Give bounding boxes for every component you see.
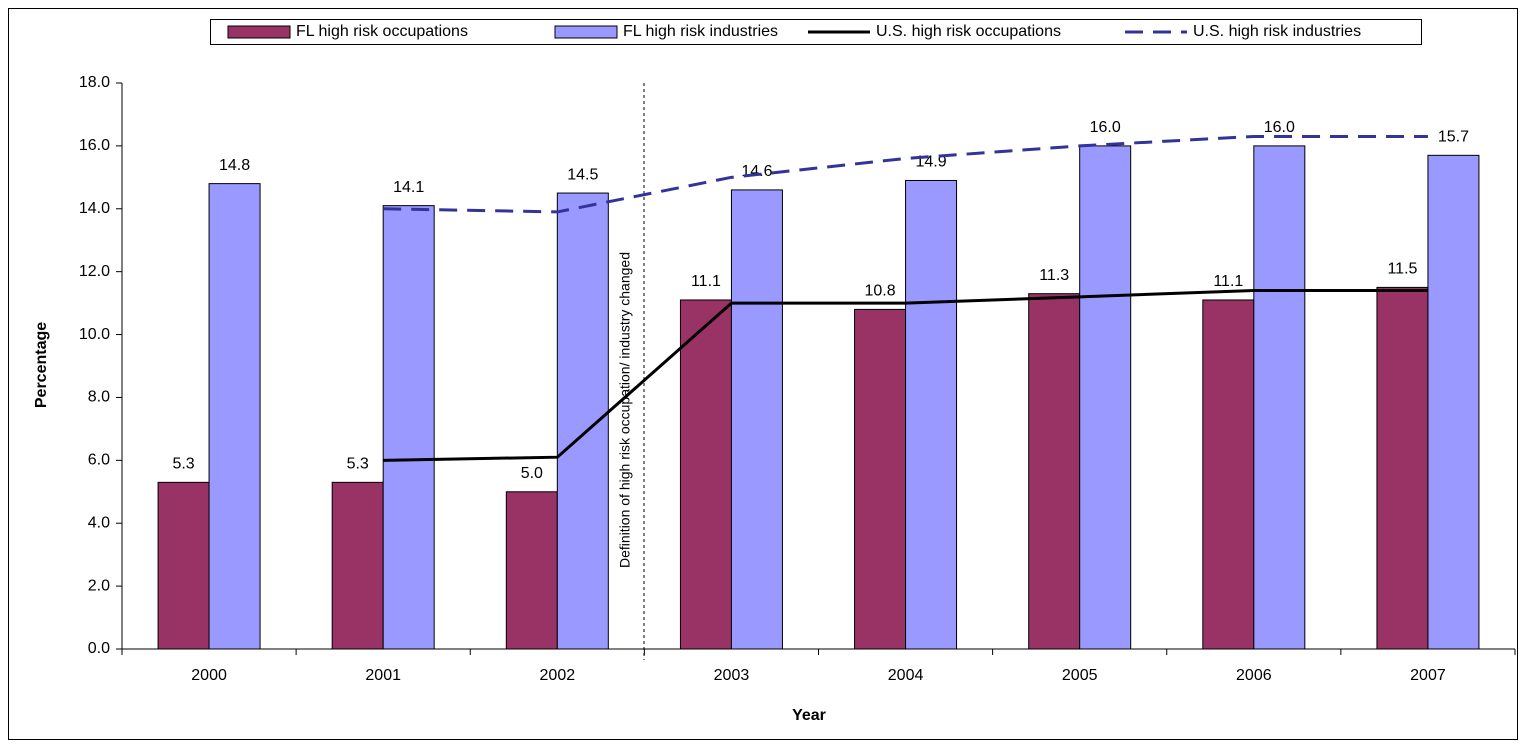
y-tick-label: 14.0 <box>79 200 110 217</box>
line-series <box>383 134 1428 214</box>
x-tick-label: 2003 <box>714 667 750 684</box>
bar <box>1253 145 1306 650</box>
legend-label: FL high risk industries <box>623 23 778 40</box>
y-axis-title: Percentage <box>33 322 50 408</box>
x-tick-label: 2002 <box>540 667 576 684</box>
annotation: Definition of high risk occupation/ indu… <box>617 252 633 568</box>
value-label: 11.1 <box>1213 273 1243 290</box>
y-tick-label: 8.0 <box>88 389 110 406</box>
x-tick-label: 2001 <box>365 667 401 684</box>
x-tick-label: 2005 <box>1062 667 1098 684</box>
y-tick-label: 16.0 <box>79 137 110 154</box>
x-axis-title: Year <box>792 707 826 724</box>
y-tick-label: 4.0 <box>88 514 110 531</box>
value-label: 5.3 <box>347 456 369 473</box>
value-label: 5.0 <box>521 465 543 482</box>
bar <box>854 308 907 650</box>
bar <box>556 192 609 650</box>
value-label: 16.0 <box>1090 119 1121 136</box>
value-label: 14.6 <box>741 163 772 180</box>
line-series <box>383 289 1428 462</box>
value-label: 5.3 <box>172 456 194 473</box>
x-tick-label: 2000 <box>191 667 227 684</box>
bar <box>157 481 210 650</box>
bar <box>905 179 958 650</box>
x-tick-label: 2004 <box>888 667 924 684</box>
bar <box>679 299 732 650</box>
y-tick-label: 18.0 <box>79 74 110 91</box>
value-label: 14.8 <box>219 157 250 174</box>
bar <box>1028 293 1081 650</box>
bar <box>1376 286 1429 650</box>
y-tick-label: 12.0 <box>79 263 110 280</box>
bar <box>382 205 435 650</box>
value-label: 15.7 <box>1438 129 1469 146</box>
bar <box>730 189 783 650</box>
y-tick-label: 10.0 <box>79 326 110 343</box>
value-label: 16.0 <box>1264 119 1295 136</box>
bar <box>1202 299 1255 650</box>
y-tick-label: 6.0 <box>88 452 110 469</box>
legend-label: U.S. high risk industries <box>1193 23 1361 40</box>
bar <box>1079 145 1132 650</box>
x-tick-label: 2007 <box>1410 667 1446 684</box>
bar <box>208 183 261 650</box>
value-label: 14.1 <box>393 179 424 196</box>
value-label: 11.1 <box>691 273 721 290</box>
bar <box>505 491 558 650</box>
y-tick-label: 0.0 <box>88 640 110 657</box>
value-label: 10.8 <box>864 283 895 300</box>
value-label: 11.5 <box>1387 261 1417 278</box>
bar <box>1427 154 1480 650</box>
legend-swatch <box>227 25 291 39</box>
x-tick-label: 2006 <box>1236 667 1272 684</box>
value-label: 14.5 <box>567 166 598 183</box>
value-label: 11.3 <box>1039 267 1069 284</box>
legend-label: U.S. high risk occupations <box>876 23 1061 40</box>
y-tick-label: 2.0 <box>88 577 110 594</box>
legend-label: FL high risk occupations <box>296 23 468 40</box>
bar <box>331 481 384 650</box>
legend-swatch <box>554 25 618 39</box>
